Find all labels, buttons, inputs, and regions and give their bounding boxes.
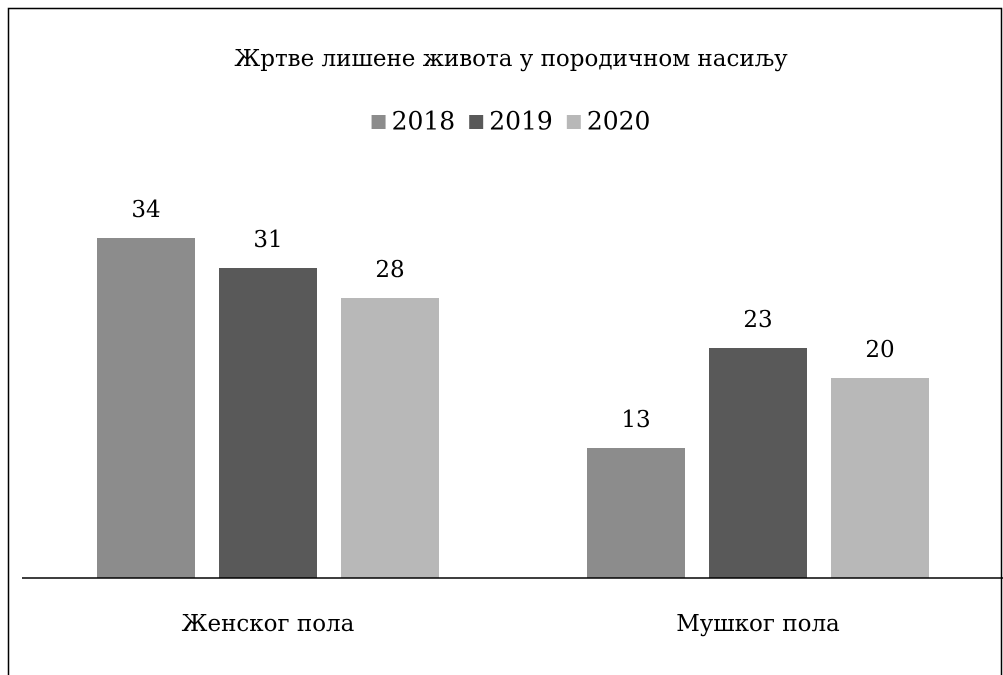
bar xyxy=(97,238,195,578)
bar xyxy=(709,348,807,578)
x-tick-label: Мушког пола xyxy=(676,611,840,637)
legend-label: 2019 xyxy=(489,107,553,136)
legend-label: 2020 xyxy=(587,107,651,136)
data-label: 20 xyxy=(865,337,894,363)
legend-swatch xyxy=(566,115,581,129)
bar xyxy=(219,268,317,578)
data-label: 34 xyxy=(131,197,160,223)
data-label: 31 xyxy=(253,227,282,253)
legend-swatch xyxy=(469,115,484,129)
legend-swatch xyxy=(371,115,386,129)
data-label: 23 xyxy=(743,307,772,333)
x-tick-label: Женског пола xyxy=(182,611,355,637)
bar xyxy=(831,378,929,578)
legend-label: 2018 xyxy=(392,107,456,136)
data-label: 28 xyxy=(375,257,404,283)
bar xyxy=(587,448,685,578)
data-label: 13 xyxy=(621,407,650,433)
bar xyxy=(341,298,439,578)
legend: 2018 2019 2020 xyxy=(371,107,651,136)
chart-title: Жртве лишене живота у породичном насиљу xyxy=(234,46,788,72)
